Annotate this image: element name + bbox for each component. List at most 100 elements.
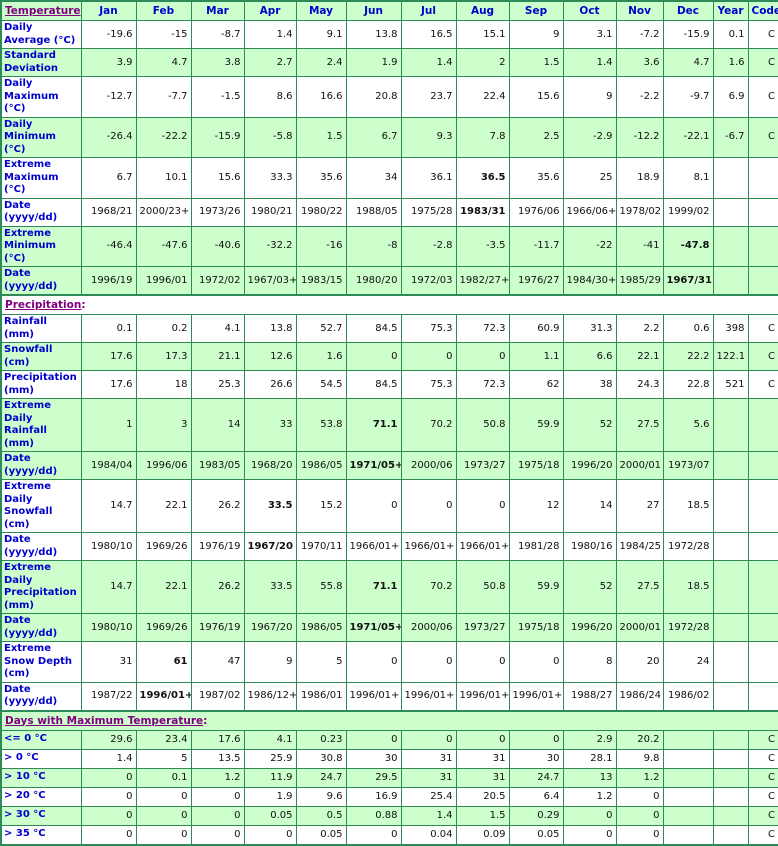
cell-date-yyyy-dd-jun: 1966/01+ <box>346 533 401 561</box>
row-label-extreme-daily-rainfall-mm: Extreme Daily Rainfall (mm) <box>1 399 81 452</box>
cell-date-yyyy-dd-year <box>713 198 748 226</box>
cell-date-yyyy-dd-code <box>748 267 778 296</box>
cell-0-c-year <box>713 730 748 749</box>
row-label-0-c: <= 0 °C <box>1 730 81 749</box>
cell-35-c-aug: 0.09 <box>456 825 509 845</box>
section-title-temperature-link[interactable]: Temperature <box>5 5 81 17</box>
cell-extreme-minimum-c-jun: -8 <box>346 226 401 267</box>
cell-35-c-nov: 0 <box>616 825 663 845</box>
cell-0-c-code: C <box>748 730 778 749</box>
cell-35-c-jun: 0 <box>346 825 401 845</box>
cell-date-yyyy-dd-jan: 1987/22 <box>81 682 136 711</box>
cell-extreme-maximum-c-sep: 35.6 <box>509 158 563 199</box>
cell-date-yyyy-dd-feb: 2000/23+ <box>136 198 191 226</box>
cell-daily-minimum-c-jul: 9.3 <box>401 117 456 158</box>
cell-date-yyyy-dd-oct: 1980/16 <box>563 533 616 561</box>
cell-extreme-snow-depth-cm-nov: 20 <box>616 642 663 683</box>
cell-0-c-year <box>713 749 748 768</box>
cell-0-c-nov: 9.8 <box>616 749 663 768</box>
cell-30-c-aug: 1.5 <box>456 806 509 825</box>
row-label-extreme-snow-depth-cm: Extreme Snow Depth (cm) <box>1 642 81 683</box>
cell-0-c-dec <box>663 749 713 768</box>
row-label-10-c: > 10 °C <box>1 768 81 787</box>
cell-extreme-minimum-c-mar: -40.6 <box>191 226 244 267</box>
cell-extreme-daily-snowfall-cm-may: 15.2 <box>296 480 346 533</box>
column-header-jan: Jan <box>81 1 136 21</box>
section-title-precipitation-link[interactable]: Precipitation <box>5 299 81 311</box>
cell-daily-average-c-mar: -8.7 <box>191 21 244 49</box>
cell-daily-minimum-c-code: C <box>748 117 778 158</box>
cell-snowfall-cm-jun: 0 <box>346 343 401 371</box>
row-label-20-c: > 20 °C <box>1 787 81 806</box>
cell-30-c-nov: 0 <box>616 806 663 825</box>
cell-extreme-daily-precipitation-mm-jul: 70.2 <box>401 561 456 614</box>
cell-date-yyyy-dd-jan: 1996/19 <box>81 267 136 296</box>
cell-extreme-daily-precipitation-mm-may: 55.8 <box>296 561 346 614</box>
cell-extreme-daily-rainfall-mm-jul: 70.2 <box>401 399 456 452</box>
cell-snowfall-cm-feb: 17.3 <box>136 343 191 371</box>
cell-30-c-jul: 1.4 <box>401 806 456 825</box>
cell-date-yyyy-dd-may: 1986/05 <box>296 452 346 480</box>
cell-extreme-minimum-c-sep: -11.7 <box>509 226 563 267</box>
row-extreme-minimum-c: Extreme Minimum (°C)-46.4-47.6-40.6-32.2… <box>1 226 778 267</box>
cell-0-c-aug: 31 <box>456 749 509 768</box>
cell-standard-deviation-jun: 1.9 <box>346 49 401 77</box>
cell-date-yyyy-dd-code <box>748 682 778 711</box>
cell-standard-deviation-nov: 3.6 <box>616 49 663 77</box>
column-header-year: Year <box>713 1 748 21</box>
cell-0-c-aug: 0 <box>456 730 509 749</box>
cell-date-yyyy-dd-aug: 1982/27+ <box>456 267 509 296</box>
cell-snowfall-cm-may: 1.6 <box>296 343 346 371</box>
cell-date-yyyy-dd-oct: 1996/20 <box>563 614 616 642</box>
section-title-days-with-maximum-temperature-link[interactable]: Days with Maximum Temperature <box>5 715 203 727</box>
cell-daily-average-c-oct: 3.1 <box>563 21 616 49</box>
cell-extreme-minimum-c-year <box>713 226 748 267</box>
cell-0-c-apr: 25.9 <box>244 749 296 768</box>
cell-10-c-jun: 29.5 <box>346 768 401 787</box>
column-header-code: Code <box>748 1 778 21</box>
cell-date-yyyy-dd-jul: 1966/01+ <box>401 533 456 561</box>
cell-30-c-may: 0.5 <box>296 806 346 825</box>
cell-0-c-dec <box>663 730 713 749</box>
cell-extreme-daily-snowfall-cm-oct: 14 <box>563 480 616 533</box>
cell-extreme-maximum-c-jan: 6.7 <box>81 158 136 199</box>
cell-extreme-daily-snowfall-cm-jun: 0 <box>346 480 401 533</box>
cell-snowfall-cm-aug: 0 <box>456 343 509 371</box>
cell-precipitation-mm-oct: 38 <box>563 371 616 399</box>
row-days-with-maximum-temperature: Days with Maximum Temperature: <box>1 711 778 731</box>
cell-daily-maximum-c-jan: -12.7 <box>81 77 136 118</box>
column-header-jun: Jun <box>346 1 401 21</box>
cell-date-yyyy-dd-year <box>713 614 748 642</box>
row-precipitation: Precipitation: <box>1 295 778 315</box>
cell-30-c-sep: 0.29 <box>509 806 563 825</box>
cell-0-c-jun: 0 <box>346 730 401 749</box>
cell-10-c-aug: 31 <box>456 768 509 787</box>
cell-date-yyyy-dd-sep: 1996/01+ <box>509 682 563 711</box>
cell-extreme-daily-precipitation-mm-oct: 52 <box>563 561 616 614</box>
cell-date-yyyy-dd-oct: 1966/06+ <box>563 198 616 226</box>
cell-extreme-maximum-c-jun: 34 <box>346 158 401 199</box>
cell-10-c-jan: 0 <box>81 768 136 787</box>
cell-date-yyyy-dd-feb: 1969/26 <box>136 533 191 561</box>
cell-extreme-daily-rainfall-mm-aug: 50.8 <box>456 399 509 452</box>
cell-date-yyyy-dd-year <box>713 452 748 480</box>
cell-date-yyyy-dd-jun: 1971/05+ <box>346 452 401 480</box>
row-label-extreme-daily-precipitation-mm: Extreme Daily Precipitation (mm) <box>1 561 81 614</box>
cell-30-c-code: C <box>748 806 778 825</box>
cell-date-yyyy-dd-feb: 1996/06 <box>136 452 191 480</box>
cell-date-yyyy-dd-dec: 1986/02 <box>663 682 713 711</box>
cell-extreme-snow-depth-cm-jun: 0 <box>346 642 401 683</box>
cell-rainfall-mm-year: 398 <box>713 315 748 343</box>
cell-0-c-jan: 29.6 <box>81 730 136 749</box>
cell-35-c-apr: 0 <box>244 825 296 845</box>
cell-date-yyyy-dd-apr: 1967/03+ <box>244 267 296 296</box>
cell-extreme-daily-precipitation-mm-year <box>713 561 748 614</box>
